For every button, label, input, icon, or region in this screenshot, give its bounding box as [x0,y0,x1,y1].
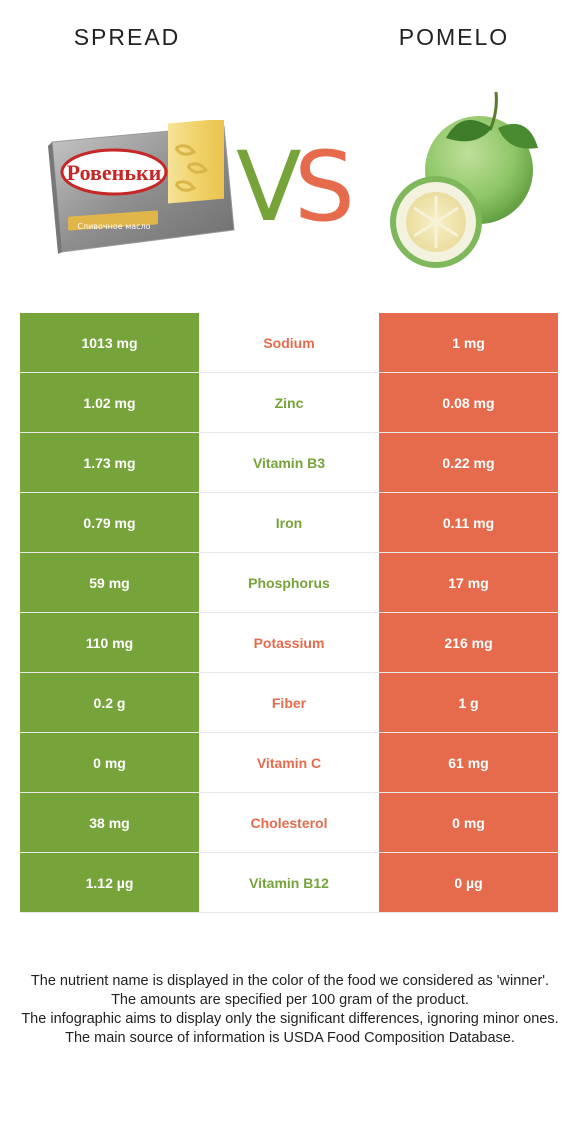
nutrient-row: 1.02 mg Zinc 0.08 mg [20,372,558,433]
left-value: 0.79 mg [20,492,199,553]
spread-brand-text: Ровеньки [67,160,162,185]
right-value: 17 mg [379,552,558,613]
left-food-title: SPREAD [73,24,181,50]
nutrient-name: Zinc [199,372,379,433]
right-value: 1 g [379,672,558,733]
right-value: 1 mg [379,313,558,373]
footnote-line-4: The main source of information is USDA F… [65,1030,515,1046]
footnote-line-1: The nutrient name is displayed in the co… [30,973,550,989]
right-value: 0.22 mg [379,432,558,493]
nutrient-row: 0 mg Vitamin C 61 mg [20,732,558,793]
nutrient-row: 59 mg Phosphorus 17 mg [20,552,558,613]
left-value: 1.02 mg [20,372,199,433]
left-value: 110 mg [20,612,199,673]
right-value: 0 mg [379,792,558,853]
vs-letter-v: V [236,140,302,230]
right-food-title: POMELO [398,24,510,50]
nutrient-name: Vitamin B12 [199,852,379,913]
nutrient-row: 38 mg Cholesterol 0 mg [20,792,558,853]
right-value: 0.08 mg [379,372,558,433]
nutrient-row: 1.73 mg Vitamin B3 0.22 mg [20,432,558,493]
right-value: 216 mg [379,612,558,673]
nutrient-name: Vitamin B3 [199,432,379,493]
footnote: The nutrient name is displayed in the co… [20,972,560,1048]
nutrient-table: 1013 mg Sodium 1 mg 1.02 mg Zinc 0.08 mg 1.73 … [20,313,558,913]
nutrient-name: Fiber [199,672,379,733]
pomelo-image [384,88,544,268]
left-value: 0.2 g [20,672,199,733]
vs-mark: V S [228,131,355,243]
right-value: 0.11 mg [379,492,558,553]
right-value: 0 µg [379,852,558,913]
nutrient-name: Phosphorus [199,552,379,613]
nutrient-row: 0.79 mg Iron 0.11 mg [20,492,558,553]
nutrient-row: 1.12 µg Vitamin B12 0 µg [20,852,558,913]
footnote-line-3: The infographic aims to display only the… [21,1011,559,1027]
nutrient-name: Potassium [199,612,379,673]
left-value: 1.12 µg [20,852,199,913]
nutrient-name: Sodium [199,313,379,373]
left-value: 38 mg [20,792,199,853]
nutrient-name: Iron [199,492,379,553]
spread-image: Ровеньки Сливочное масло [48,118,238,260]
left-value: 59 mg [20,552,199,613]
vs-letter-s: S [294,140,350,230]
nutrient-name: Cholesterol [199,792,379,853]
right-value: 61 mg [379,732,558,793]
footnote-line-2: The amounts are specified per 100 gram o… [111,992,469,1008]
left-value: 1013 mg [20,313,199,373]
left-value: 1.73 mg [20,432,199,493]
nutrient-row: 0.2 g Fiber 1 g [20,672,558,733]
nutrient-name: Vitamin C [199,732,379,793]
nutrient-row: 110 mg Potassium 216 mg [20,612,558,673]
nutrient-row: 1013 mg Sodium 1 mg [20,313,558,373]
left-value: 0 mg [20,732,199,793]
spread-sub-text: Сливочное масло [77,222,150,231]
